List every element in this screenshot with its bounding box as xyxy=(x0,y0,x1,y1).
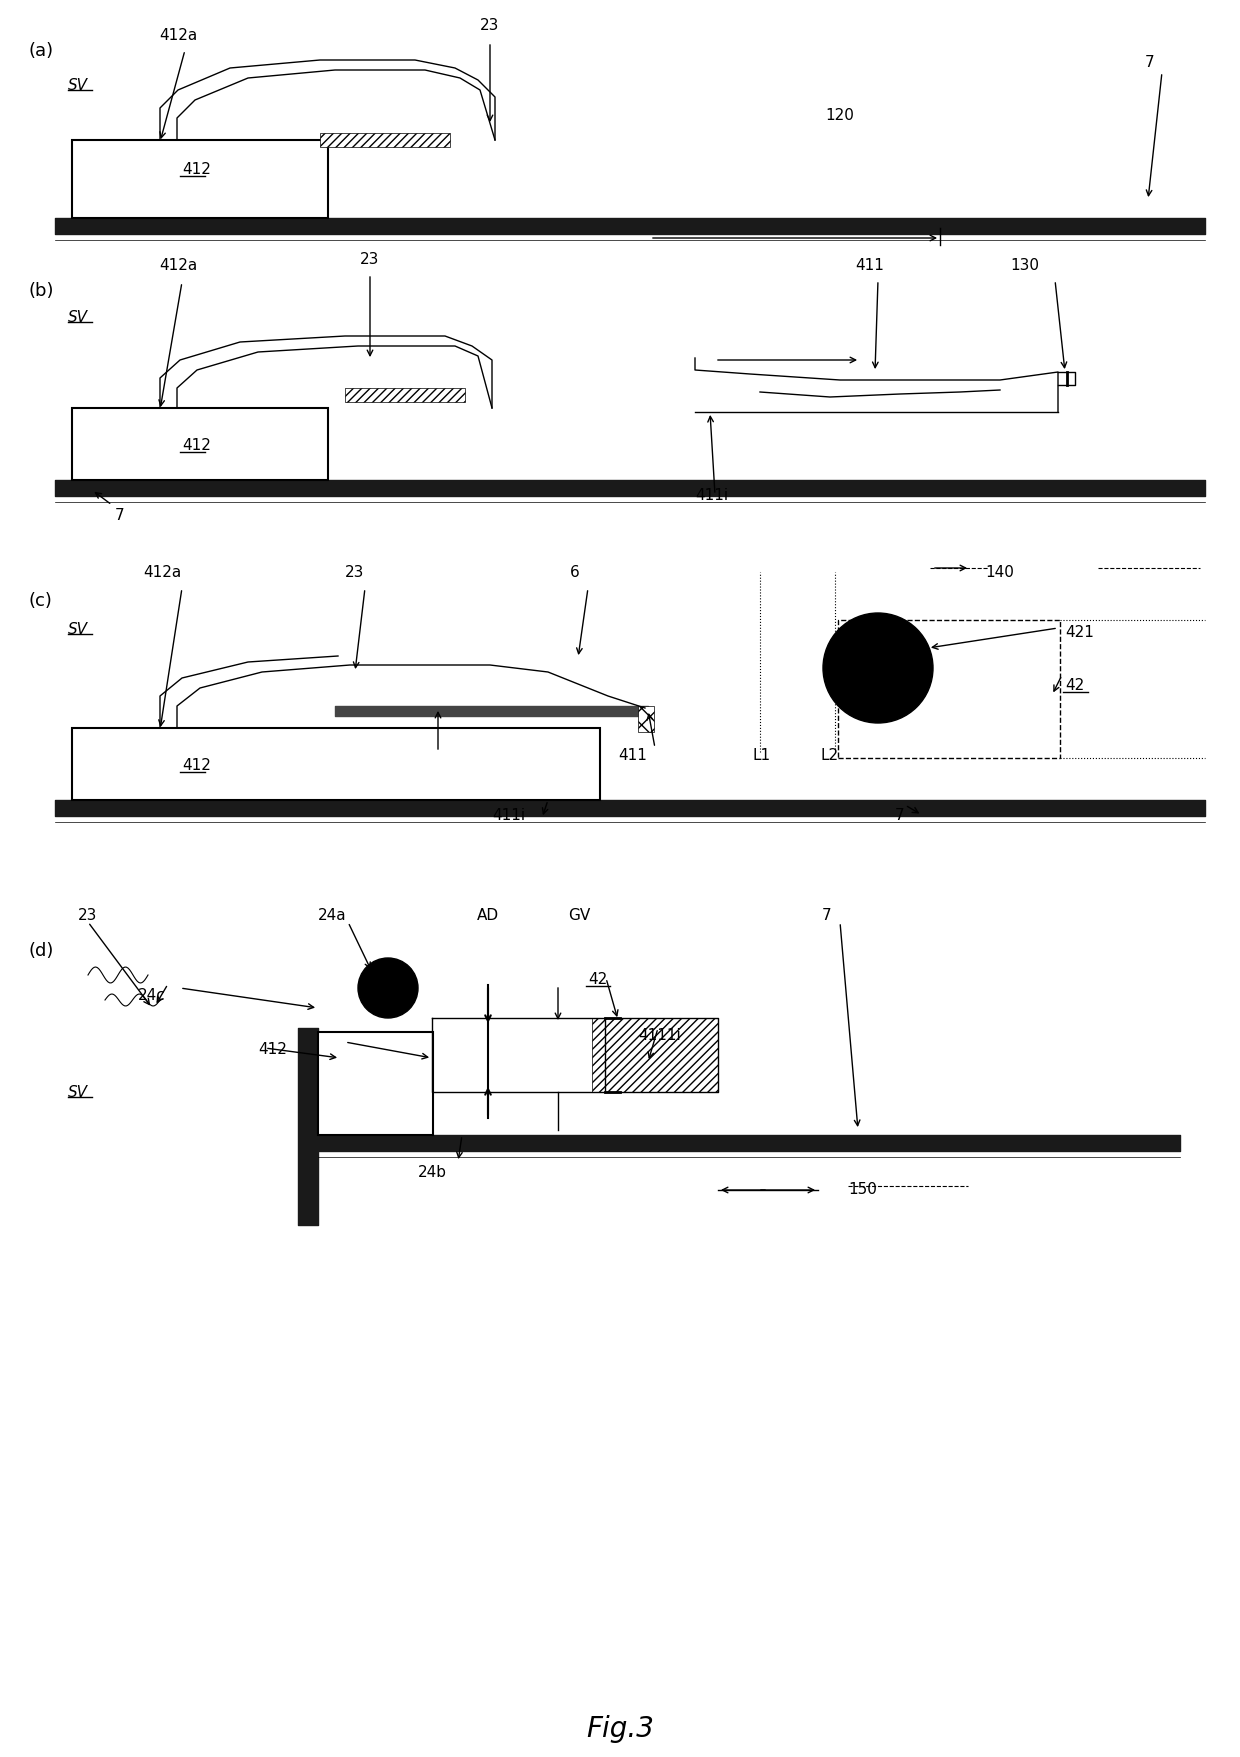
Text: 42: 42 xyxy=(1065,678,1084,692)
Text: 411i: 411i xyxy=(694,488,728,503)
Bar xyxy=(72,141,329,218)
Text: 120: 120 xyxy=(825,107,854,123)
Text: 411i: 411i xyxy=(492,808,525,822)
Text: 421: 421 xyxy=(1065,625,1094,640)
Text: Fig.3: Fig.3 xyxy=(587,1715,653,1743)
Text: 23: 23 xyxy=(345,566,365,580)
Text: (a): (a) xyxy=(29,42,53,60)
Text: 412: 412 xyxy=(182,437,211,453)
Circle shape xyxy=(358,958,418,1017)
Circle shape xyxy=(823,613,932,722)
Text: L1: L1 xyxy=(751,748,770,763)
Text: 7: 7 xyxy=(1145,54,1154,70)
Text: 412a: 412a xyxy=(159,258,197,272)
Text: 24b: 24b xyxy=(418,1165,446,1181)
Text: 411: 411 xyxy=(618,748,647,763)
Text: 4111i: 4111i xyxy=(639,1028,681,1044)
Text: 412: 412 xyxy=(182,757,211,773)
Text: (c): (c) xyxy=(29,592,52,610)
Text: 7: 7 xyxy=(895,808,905,822)
Text: 411: 411 xyxy=(856,258,884,272)
Text: SV: SV xyxy=(68,77,88,93)
Text: 412a: 412a xyxy=(143,566,181,580)
Text: 42: 42 xyxy=(588,972,608,987)
Text: 23: 23 xyxy=(78,908,98,922)
Bar xyxy=(639,706,653,733)
Text: 412: 412 xyxy=(182,162,211,177)
Text: 24c: 24c xyxy=(138,987,166,1003)
Bar xyxy=(591,1017,718,1093)
Bar xyxy=(345,388,465,402)
Text: 412: 412 xyxy=(258,1042,286,1058)
Text: 23: 23 xyxy=(480,18,500,33)
Text: SV: SV xyxy=(68,622,88,638)
Text: SV: SV xyxy=(68,309,88,325)
Text: 412a: 412a xyxy=(159,28,197,42)
Text: 6: 6 xyxy=(570,566,580,580)
Text: 140: 140 xyxy=(985,566,1014,580)
Text: 7: 7 xyxy=(115,508,125,524)
Text: 24a: 24a xyxy=(317,908,347,922)
Bar xyxy=(317,1031,433,1135)
Bar xyxy=(320,134,450,148)
Text: SV: SV xyxy=(68,1086,88,1100)
Text: 23: 23 xyxy=(361,251,379,267)
Text: 150: 150 xyxy=(848,1182,877,1197)
Text: GV: GV xyxy=(568,908,590,922)
Bar xyxy=(72,727,600,799)
Text: AD: AD xyxy=(477,908,498,922)
Bar xyxy=(72,408,329,480)
Text: L2: L2 xyxy=(820,748,838,763)
Text: 130: 130 xyxy=(1011,258,1039,272)
Text: 7: 7 xyxy=(822,908,832,922)
Text: (b): (b) xyxy=(29,283,53,300)
Text: (d): (d) xyxy=(29,942,53,959)
Bar xyxy=(838,620,1060,757)
